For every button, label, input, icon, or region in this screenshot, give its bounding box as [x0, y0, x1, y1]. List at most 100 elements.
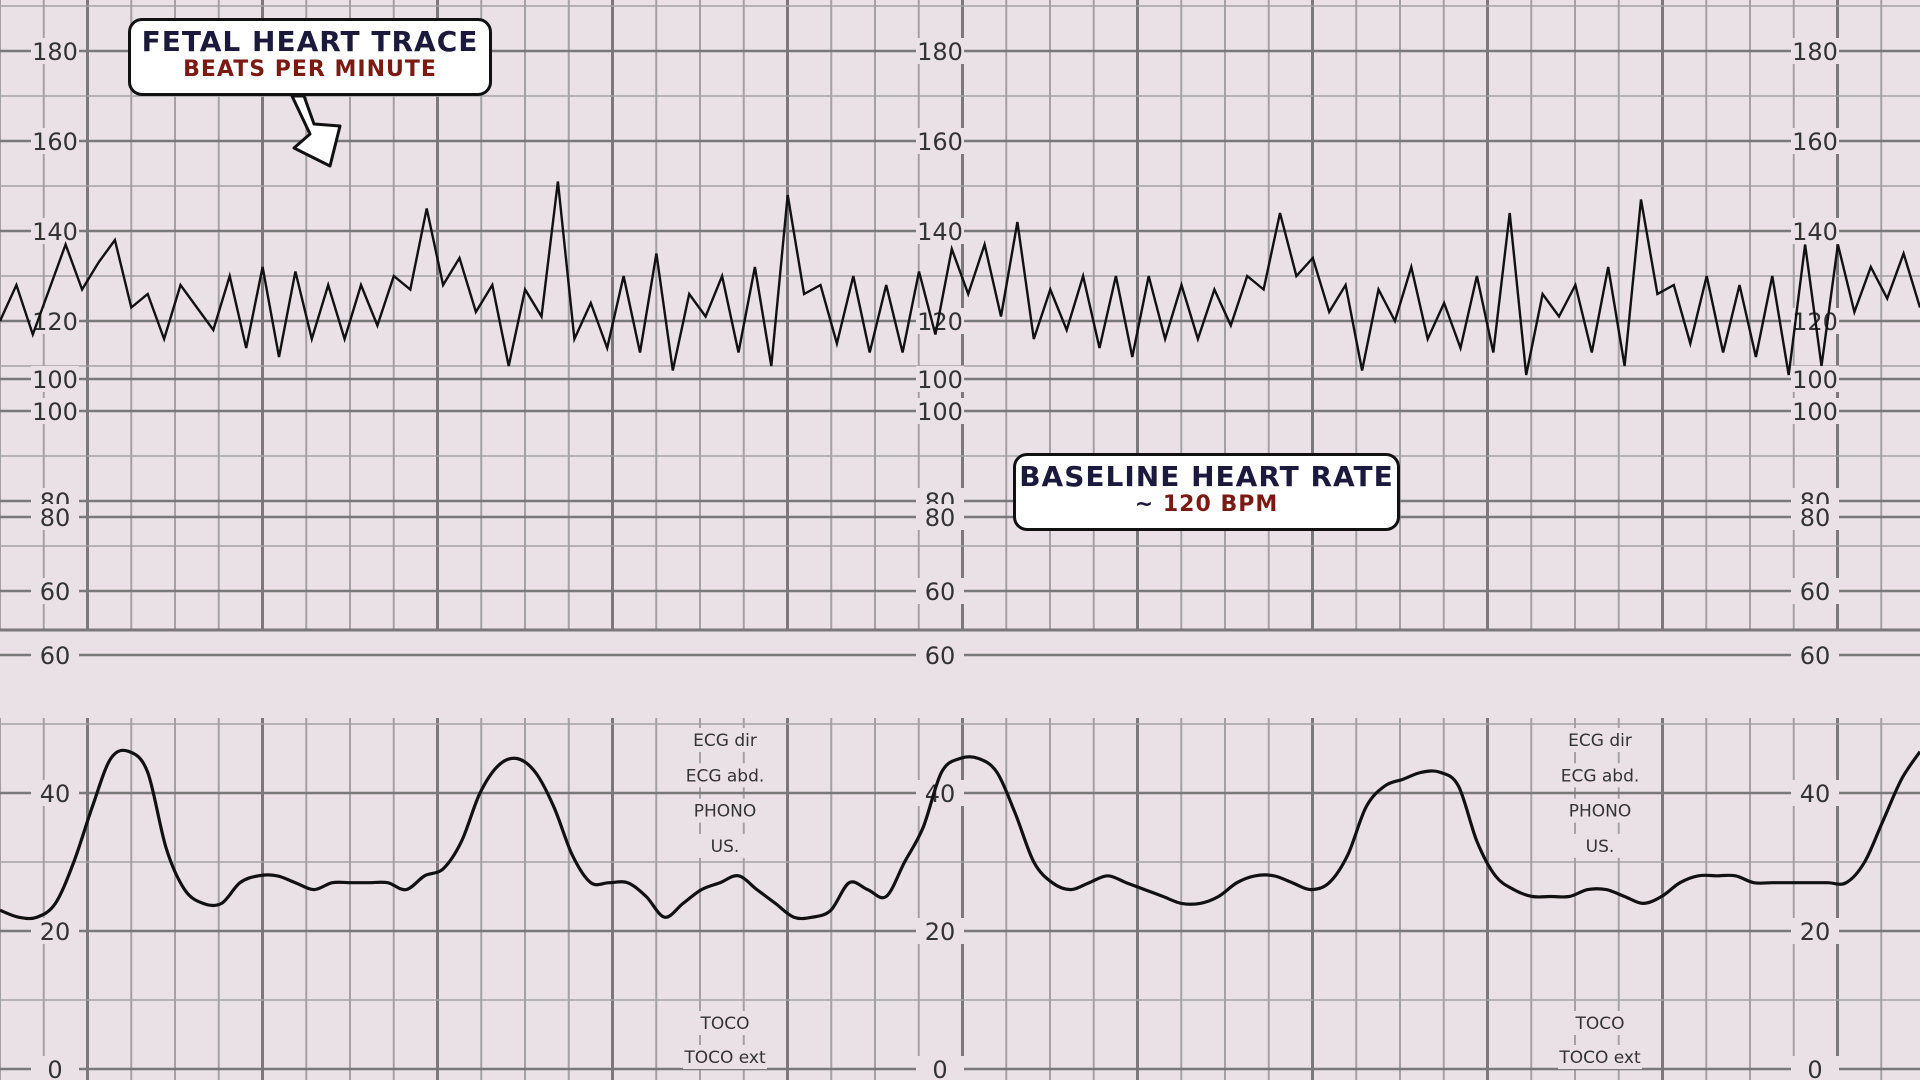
toco-tick-label: 80: [925, 504, 956, 532]
toco-tick-label: 40: [1800, 780, 1831, 808]
mode-label-bg: [683, 798, 767, 823]
baseline-callout-value: 120 BPM: [1162, 492, 1279, 517]
toco-tick-label: 100: [917, 366, 963, 394]
mode-label-bg: [1558, 833, 1642, 858]
mode-label: ECG abd.: [1561, 766, 1640, 786]
baseline-callout-value-row: ~ 120 BPM: [1016, 492, 1397, 518]
toco-tick-label: 100: [32, 366, 78, 394]
mode-label: PHONO: [694, 802, 757, 822]
toco-tick-label: 60: [925, 642, 956, 670]
fhr-tick-label: 60: [1800, 578, 1831, 606]
fhr-tick-label: 160: [32, 128, 78, 156]
fhr-tick-label: 180: [32, 38, 78, 66]
toco-trace-line: [0, 748, 1920, 921]
fhr-tick-label-bg: [916, 128, 964, 154]
toco-tick-label-bg: [31, 366, 79, 392]
fhr-tick-label-bg: [1791, 398, 1839, 424]
toco-tick-label: 80: [1800, 504, 1831, 532]
mode-label: TOCO: [699, 1014, 749, 1034]
toco-tick-label: 80: [40, 504, 71, 532]
fhr-tick-label: 180: [917, 38, 963, 66]
callout-arrow-icon: [290, 94, 342, 168]
toco-tick-label: 20: [40, 918, 71, 946]
toco-tick-label-bg: [1791, 642, 1839, 668]
fhr-tick-label: 180: [1792, 38, 1838, 66]
fhr-tick-label-bg: [31, 38, 79, 64]
toco-tick-label: 0: [47, 1056, 62, 1080]
toco-tick-label-bg: [1791, 1056, 1839, 1080]
baseline-approx-symbol: ~: [1134, 492, 1163, 517]
fhr-tick-label-bg: [31, 308, 79, 334]
baseline-callout-title: Baseline heart rate: [1019, 460, 1394, 493]
fhr-callout-subtitle: Beats per minute: [183, 57, 437, 82]
fhr-tick-label-bg: [31, 218, 79, 244]
tick-labels: 6080100120140160180608010012014016018060…: [31, 38, 1839, 1080]
toco-tick-label: 20: [925, 918, 956, 946]
mode-label-bg: [683, 833, 767, 858]
mode-label-bg: [1558, 798, 1642, 823]
toco-tick-label: 60: [40, 642, 71, 670]
fhr-tick-label-bg: [916, 38, 964, 64]
fhr-tick-label-bg: [916, 578, 964, 604]
mode-label-bg: [1558, 763, 1642, 788]
mode-label: ECG dir: [693, 731, 757, 751]
fhr-tick-label-bg: [1791, 38, 1839, 64]
fhr-tick-label-bg: [1791, 128, 1839, 154]
fhr-trace-line: [0, 181, 1920, 376]
toco-tick-label: 100: [1792, 366, 1838, 394]
toco-tick-label-bg: [916, 1056, 964, 1080]
mode-label: TOCO ext: [683, 1048, 766, 1068]
fhr-tick-label-bg: [916, 398, 964, 424]
toco-tick-label-bg: [1791, 504, 1839, 530]
mode-label: ECG abd.: [686, 766, 765, 786]
mode-label: TOCO ext: [1558, 1048, 1641, 1068]
toco-tick-label-bg: [31, 1056, 79, 1080]
mode-label-bg: [683, 728, 767, 752]
mode-label: US.: [1586, 837, 1615, 857]
fhr-tick-label: 100: [1792, 398, 1838, 426]
fhr-tick-label: 100: [32, 398, 78, 426]
fhr-tick-label: 100: [917, 398, 963, 426]
fhr-tick-label: 120: [32, 308, 78, 336]
toco-tick-label-bg: [31, 780, 79, 806]
toco-tick-label-bg: [1791, 918, 1839, 944]
toco-tick-label-bg: [31, 918, 79, 944]
toco-tick-label: 40: [40, 780, 71, 808]
fhr-tick-label: 60: [40, 578, 71, 606]
mode-label-bg: [1558, 1011, 1642, 1035]
mode-label: PHONO: [1569, 802, 1632, 822]
mode-label-bg: [683, 1045, 767, 1069]
mode-label-bg: [1558, 1045, 1642, 1069]
fhr-tick-label-bg: [916, 218, 964, 244]
toco-tick-label-bg: [916, 642, 964, 668]
fhr-tick-label-bg: [1791, 578, 1839, 604]
toco-tick-label-bg: [916, 366, 964, 392]
mode-labels: ECG dir ECG abd. PHONO US. TOCO TOCO ext ECG d…: [683, 728, 1642, 1069]
toco-tick-label-bg: [31, 642, 79, 668]
mode-label-bg: [683, 763, 767, 788]
toco-tick-label: 20: [1800, 918, 1831, 946]
mode-label-bg: [683, 1011, 767, 1035]
toco-tick-label-bg: [31, 504, 79, 530]
fhr-tick-label: 140: [1792, 218, 1838, 246]
fhr-tick-label: 160: [917, 128, 963, 156]
mode-label: US.: [711, 837, 740, 857]
fhr-callout-title: Fetal heart trace: [141, 25, 479, 58]
toco-tick-label: 0: [1807, 1056, 1822, 1080]
toco-tick-label-bg: [1791, 366, 1839, 392]
baseline-callout: Baseline heart rate ~ 120 BPM: [1013, 453, 1400, 531]
toco-tick-label-bg: [916, 780, 964, 806]
toco-tick-label-bg: [1791, 780, 1839, 806]
fhr-callout: Fetal heart trace Beats per minute: [128, 18, 492, 96]
fhr-tick-label-bg: [31, 128, 79, 154]
fhr-tick-label-bg: [31, 398, 79, 424]
toco-tick-label-bg: [916, 504, 964, 530]
mode-label: TOCO: [1574, 1014, 1624, 1034]
fhr-tick-label: 160: [1792, 128, 1838, 156]
toco-tick-label: 0: [932, 1056, 947, 1080]
fhr-tick-label: 140: [917, 218, 963, 246]
toco-tick-label-bg: [916, 918, 964, 944]
fhr-tick-label: 140: [32, 218, 78, 246]
mode-label: ECG dir: [1568, 731, 1632, 751]
